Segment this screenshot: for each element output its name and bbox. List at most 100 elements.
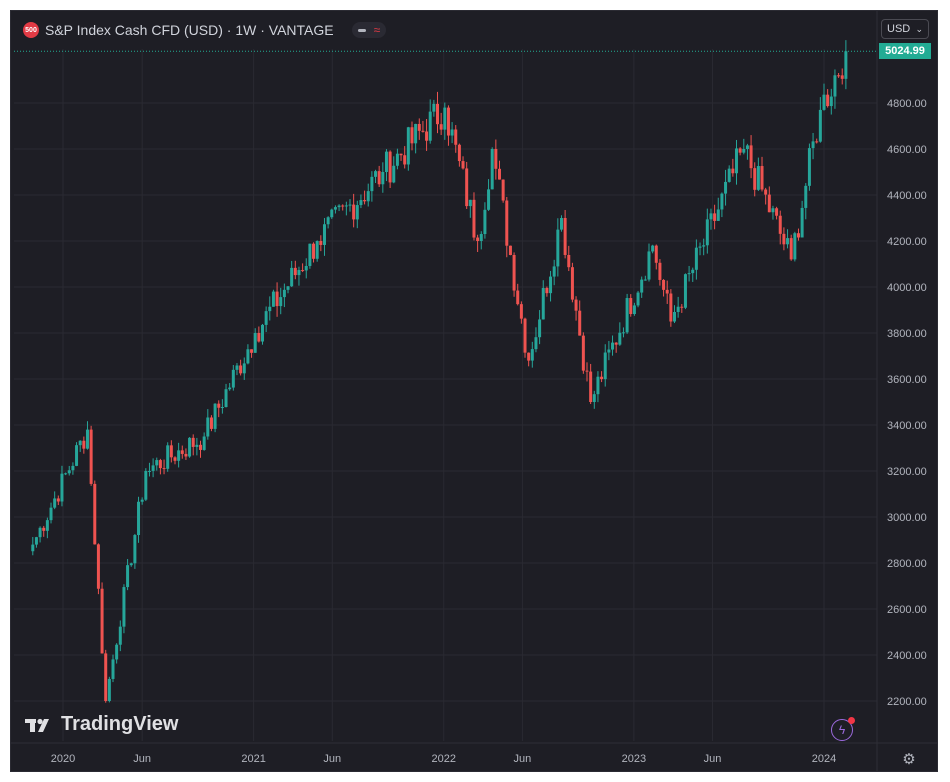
candle[interactable] (767, 186, 771, 213)
candle[interactable] (264, 306, 268, 332)
candle[interactable] (676, 296, 680, 318)
candle[interactable] (698, 242, 702, 256)
candle[interactable] (468, 199, 472, 218)
candle[interactable] (118, 620, 122, 652)
candle[interactable] (654, 244, 658, 270)
candle[interactable] (290, 260, 294, 287)
candle[interactable] (100, 582, 104, 654)
candle[interactable] (177, 442, 181, 468)
candle[interactable] (512, 252, 516, 297)
candle[interactable] (567, 245, 571, 272)
candle[interactable] (713, 204, 717, 230)
candle[interactable] (337, 204, 341, 212)
candle[interactable] (789, 234, 793, 261)
candle[interactable] (527, 352, 531, 367)
candle[interactable] (239, 359, 243, 376)
candle[interactable] (366, 183, 370, 207)
candle[interactable] (574, 296, 578, 321)
candle[interactable] (326, 216, 330, 229)
candle[interactable] (753, 162, 757, 197)
candle[interactable] (775, 206, 779, 220)
candle[interactable] (89, 425, 93, 486)
candle[interactable] (494, 139, 498, 180)
candle[interactable] (607, 340, 611, 361)
candle[interactable] (374, 169, 378, 183)
candle[interactable] (585, 362, 589, 382)
candle[interactable] (691, 267, 695, 282)
candle[interactable] (796, 228, 800, 241)
candle[interactable] (209, 415, 213, 432)
candles[interactable] (31, 40, 848, 703)
candle[interactable] (483, 202, 487, 239)
candle[interactable] (348, 199, 352, 212)
candle[interactable] (406, 126, 410, 171)
candle[interactable] (184, 448, 188, 460)
candle[interactable] (308, 243, 312, 269)
candle[interactable] (140, 497, 144, 505)
candle[interactable] (720, 192, 724, 218)
candle[interactable] (570, 262, 574, 303)
candle[interactable] (749, 135, 753, 179)
candle[interactable] (137, 496, 141, 543)
candle[interactable] (381, 162, 385, 193)
candle[interactable] (370, 171, 374, 202)
candle[interactable] (315, 240, 319, 262)
candle[interactable] (34, 536, 38, 548)
candle[interactable] (199, 440, 203, 458)
candle[interactable] (304, 258, 308, 279)
candle[interactable] (173, 456, 177, 465)
candle[interactable] (673, 305, 677, 324)
candle[interactable] (472, 192, 476, 241)
candle[interactable] (126, 558, 130, 591)
candle[interactable] (279, 287, 283, 315)
candle[interactable] (403, 146, 407, 169)
candle[interactable] (122, 584, 126, 634)
candle[interactable] (359, 194, 363, 209)
candle[interactable] (476, 234, 480, 252)
candle[interactable] (107, 676, 111, 703)
candle[interactable] (694, 239, 698, 280)
candle[interactable] (826, 89, 830, 108)
candle[interactable] (760, 156, 764, 192)
candle[interactable] (78, 440, 82, 452)
candle[interactable] (465, 161, 469, 209)
candle[interactable] (600, 371, 604, 383)
candle[interactable] (271, 289, 275, 307)
candle[interactable] (683, 273, 687, 310)
candle[interactable] (519, 301, 523, 324)
candle[interactable] (705, 208, 709, 254)
candle[interactable] (611, 335, 615, 356)
candle[interactable] (286, 286, 290, 294)
candle[interactable] (724, 169, 728, 206)
currency-select[interactable]: USD ⌄ (881, 19, 929, 39)
candle[interactable] (75, 442, 79, 467)
candle[interactable] (589, 363, 593, 405)
minus-icon[interactable] (357, 28, 366, 32)
candle[interactable] (242, 357, 246, 380)
chart-canvas[interactable]: 4800.00 4600.00 4400.00 4200.00 4000.00 3800.… (11, 11, 938, 772)
candle[interactable] (220, 399, 224, 414)
candle[interactable] (545, 286, 549, 297)
candle[interactable] (578, 300, 582, 336)
candle[interactable] (322, 218, 326, 256)
candle[interactable] (82, 436, 86, 454)
candle[interactable] (764, 187, 768, 205)
candle[interactable] (60, 465, 64, 507)
candle[interactable] (592, 390, 596, 409)
candle[interactable] (497, 160, 501, 180)
candle[interactable] (213, 403, 217, 433)
candle[interactable] (235, 363, 239, 376)
candle[interactable] (188, 437, 192, 458)
candle[interactable] (457, 143, 461, 167)
candle[interactable] (516, 283, 520, 306)
candle[interactable] (530, 341, 534, 368)
candle[interactable] (786, 229, 790, 249)
candle[interactable] (344, 201, 348, 216)
candle[interactable] (800, 200, 804, 238)
candle[interactable] (501, 179, 505, 203)
candle[interactable] (96, 543, 100, 595)
candle[interactable] (301, 263, 305, 273)
candle[interactable] (319, 235, 323, 252)
candle[interactable] (603, 344, 607, 387)
candle[interactable] (614, 342, 618, 353)
